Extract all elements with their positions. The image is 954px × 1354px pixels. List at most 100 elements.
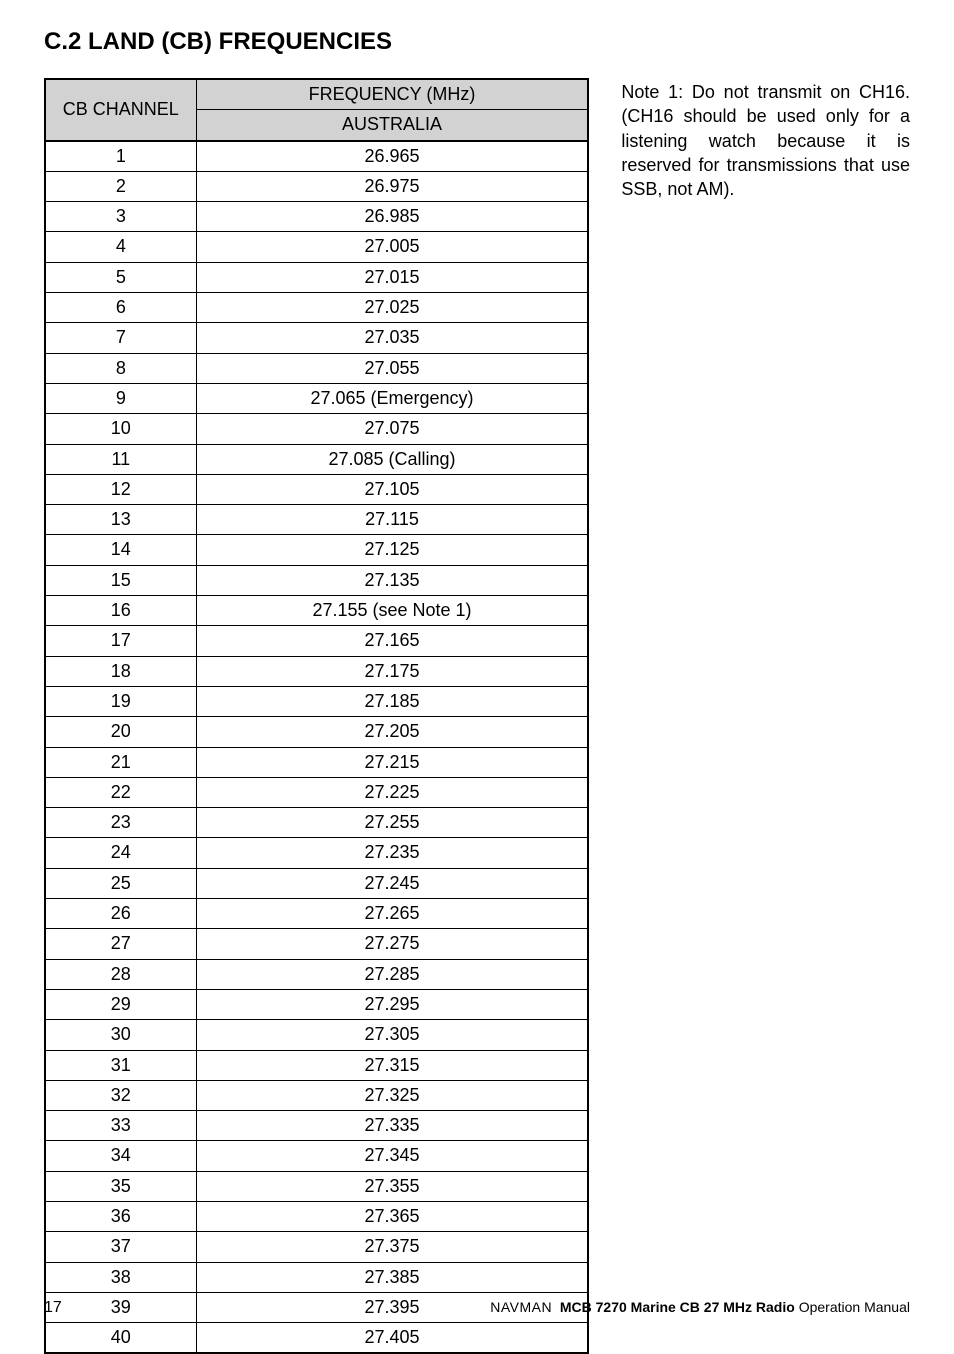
cell-channel: 37 [45, 1232, 196, 1262]
cell-frequency: 27.355 [196, 1171, 588, 1201]
cell-frequency: 27.325 [196, 1080, 588, 1110]
table-row: 3227.325 [45, 1080, 588, 1110]
table-row: 2227.225 [45, 777, 588, 807]
cell-channel: 2 [45, 171, 196, 201]
table-row: 927.065 (Emergency) [45, 383, 588, 413]
cell-channel: 27 [45, 929, 196, 959]
cell-channel: 12 [45, 474, 196, 504]
cell-channel: 3 [45, 202, 196, 232]
cell-frequency: 27.075 [196, 414, 588, 444]
note-text: Note 1: Do not transmit on CH16. (CH16 s… [621, 78, 910, 201]
table-row: 827.055 [45, 353, 588, 383]
table-row: 2827.285 [45, 959, 588, 989]
cell-channel: 33 [45, 1111, 196, 1141]
table-row: 1227.105 [45, 474, 588, 504]
cell-frequency: 27.285 [196, 959, 588, 989]
cell-channel: 11 [45, 444, 196, 474]
cell-frequency: 27.255 [196, 808, 588, 838]
table-row: 2927.295 [45, 989, 588, 1019]
cell-frequency: 27.225 [196, 777, 588, 807]
cell-channel: 29 [45, 989, 196, 1019]
cell-frequency: 26.975 [196, 171, 588, 201]
footer-brand: NAVMAN [490, 1299, 552, 1315]
cell-frequency: 27.165 [196, 626, 588, 656]
cell-frequency: 27.025 [196, 293, 588, 323]
table-row: 2127.215 [45, 747, 588, 777]
table-row: 427.005 [45, 232, 588, 262]
cell-channel: 13 [45, 505, 196, 535]
table-row: 3327.335 [45, 1111, 588, 1141]
cell-frequency: 27.105 [196, 474, 588, 504]
table-row: 3527.355 [45, 1171, 588, 1201]
cell-channel: 9 [45, 383, 196, 413]
table-row: 1927.185 [45, 686, 588, 716]
cell-frequency: 27.405 [196, 1323, 588, 1354]
cell-frequency: 27.215 [196, 747, 588, 777]
cell-channel: 14 [45, 535, 196, 565]
cell-channel: 21 [45, 747, 196, 777]
cell-frequency: 27.015 [196, 262, 588, 292]
cell-channel: 30 [45, 1020, 196, 1050]
cell-channel: 10 [45, 414, 196, 444]
frequency-table: CB CHANNEL FREQUENCY (MHz) AUSTRALIA 126… [44, 78, 589, 1354]
cell-frequency: 27.155 (see Note 1) [196, 596, 588, 626]
table-row: 3427.345 [45, 1141, 588, 1171]
cell-frequency: 27.385 [196, 1262, 588, 1292]
table-row: 126.965 [45, 141, 588, 172]
cell-channel: 32 [45, 1080, 196, 1110]
cell-channel: 19 [45, 686, 196, 716]
table-row: 1427.125 [45, 535, 588, 565]
cell-frequency: 27.205 [196, 717, 588, 747]
table-row: 527.015 [45, 262, 588, 292]
cell-frequency: 27.065 (Emergency) [196, 383, 588, 413]
cell-channel: 8 [45, 353, 196, 383]
cell-channel: 36 [45, 1201, 196, 1231]
cell-channel: 15 [45, 565, 196, 595]
cell-channel: 16 [45, 596, 196, 626]
table-row: 727.035 [45, 323, 588, 353]
cell-frequency: 27.335 [196, 1111, 588, 1141]
cell-frequency: 27.265 [196, 899, 588, 929]
cell-frequency: 26.985 [196, 202, 588, 232]
table-row: 1827.175 [45, 656, 588, 686]
table-row: 3827.385 [45, 1262, 588, 1292]
table-row: 2527.245 [45, 868, 588, 898]
cell-frequency: 27.245 [196, 868, 588, 898]
table-row: 1727.165 [45, 626, 588, 656]
table-row: 4027.405 [45, 1323, 588, 1354]
footer-title: NAVMAN MCB 7270 Marine CB 27 MHz Radio O… [490, 1299, 910, 1315]
table-row: 226.975 [45, 171, 588, 201]
cell-channel: 40 [45, 1323, 196, 1354]
cell-channel: 20 [45, 717, 196, 747]
cell-channel: 17 [45, 626, 196, 656]
cell-frequency: 27.305 [196, 1020, 588, 1050]
cell-frequency: 27.055 [196, 353, 588, 383]
table-row: 1127.085 (Calling) [45, 444, 588, 474]
cell-frequency: 27.345 [196, 1141, 588, 1171]
cell-channel: 4 [45, 232, 196, 262]
cell-frequency: 27.375 [196, 1232, 588, 1262]
cell-channel: 7 [45, 323, 196, 353]
table-row: 3727.375 [45, 1232, 588, 1262]
cell-frequency: 27.085 (Calling) [196, 444, 588, 474]
cell-channel: 24 [45, 838, 196, 868]
content-row: CB CHANNEL FREQUENCY (MHz) AUSTRALIA 126… [44, 78, 910, 1354]
cell-frequency: 26.965 [196, 141, 588, 172]
cell-channel: 31 [45, 1050, 196, 1080]
cell-channel: 28 [45, 959, 196, 989]
cell-frequency: 27.115 [196, 505, 588, 535]
footer-suffix: Operation Manual [795, 1299, 910, 1315]
cell-channel: 23 [45, 808, 196, 838]
cell-frequency: 27.235 [196, 838, 588, 868]
table-row: 2427.235 [45, 838, 588, 868]
table-subheader-region: AUSTRALIA [196, 110, 588, 141]
table-row: 1627.155 (see Note 1) [45, 596, 588, 626]
table-row: 2727.275 [45, 929, 588, 959]
cell-frequency: 27.315 [196, 1050, 588, 1080]
footer-model: MCB 7270 Marine CB 27 MHz Radio [560, 1299, 795, 1315]
section-title: C.2 LAND (CB) FREQUENCIES [44, 28, 910, 56]
table-row: 2627.265 [45, 899, 588, 929]
table-row: 2327.255 [45, 808, 588, 838]
cell-frequency: 27.275 [196, 929, 588, 959]
table-header-channel: CB CHANNEL [45, 79, 196, 141]
